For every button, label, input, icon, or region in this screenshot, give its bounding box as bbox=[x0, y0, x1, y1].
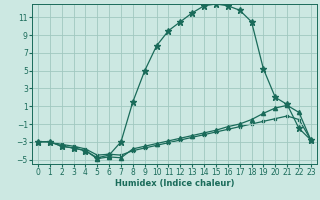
X-axis label: Humidex (Indice chaleur): Humidex (Indice chaleur) bbox=[115, 179, 234, 188]
